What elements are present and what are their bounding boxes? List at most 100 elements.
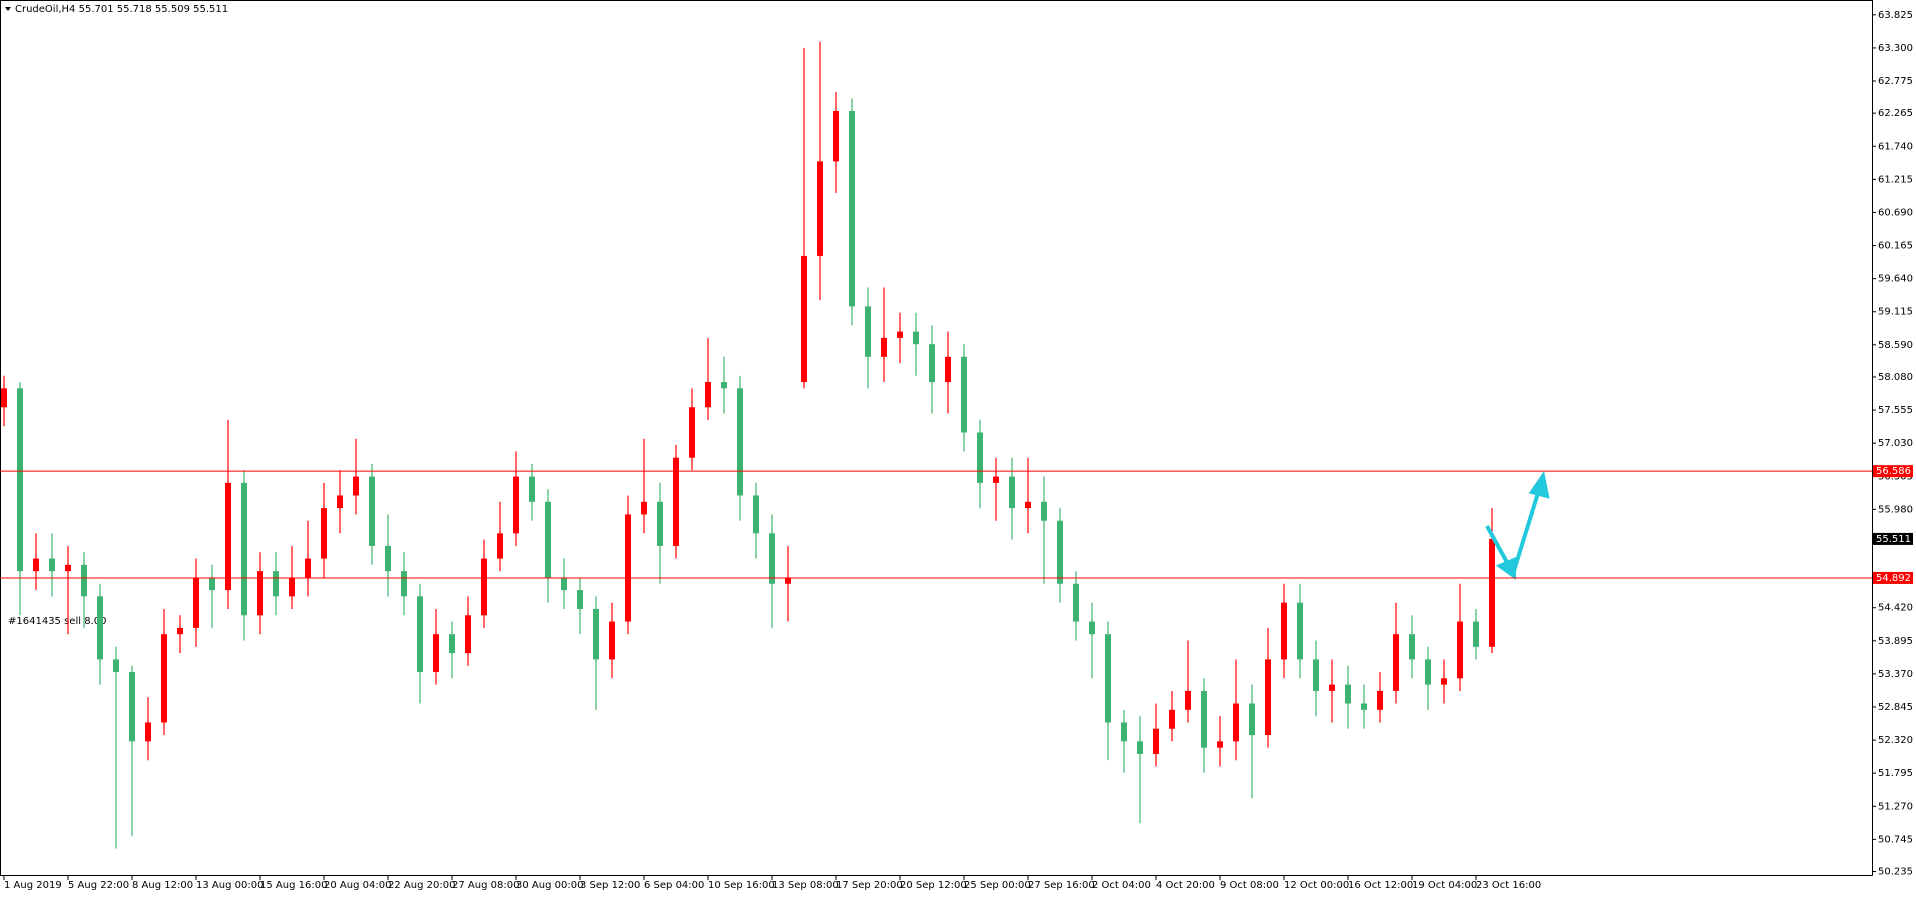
candle-body — [1009, 476, 1015, 509]
candle-body — [1377, 690, 1383, 710]
y-tick-label: 54.420 — [1878, 603, 1913, 614]
candle-body — [1441, 678, 1447, 685]
candle-body — [337, 495, 343, 509]
candle-body — [1105, 634, 1111, 723]
candle-body — [81, 564, 87, 597]
x-tick-label: 27 Sep 16:00 — [1028, 880, 1095, 891]
candle-body — [1393, 634, 1399, 691]
candle-body — [657, 501, 663, 546]
arrow-segment — [1511, 492, 1540, 575]
candle-body — [561, 577, 567, 591]
y-tick-label: 59.115 — [1878, 307, 1913, 318]
candle-body — [1329, 684, 1335, 691]
y-tick-label: 51.795 — [1878, 768, 1913, 779]
candle-body — [145, 722, 151, 742]
y-tick-label: 61.215 — [1878, 174, 1913, 185]
candle-body — [1313, 659, 1319, 691]
candle-body — [593, 608, 599, 660]
x-tick-label: 5 Aug 22:00 — [68, 880, 129, 891]
candle-body — [1297, 602, 1303, 660]
level-label: 56.586 — [1876, 466, 1911, 477]
candle-body — [1153, 728, 1159, 754]
candle-body — [97, 596, 103, 660]
y-tick-label: 62.265 — [1878, 108, 1913, 119]
candle-body — [1281, 602, 1287, 660]
x-tick-label: 9 Oct 08:00 — [1220, 880, 1279, 891]
level-label-bg — [1873, 465, 1913, 478]
level-label-bg — [1873, 571, 1913, 584]
candle-body — [385, 545, 391, 572]
collapse-icon[interactable] — [5, 7, 11, 11]
x-tick-label: 13 Sep 08:00 — [772, 880, 839, 891]
y-tick-label: 60.165 — [1878, 241, 1913, 252]
x-tick-label: 20 Aug 04:00 — [324, 880, 391, 891]
candle-body — [913, 331, 919, 345]
chart-header: CrudeOil,H4 55.701 55.718 55.509 55.511 — [15, 4, 228, 15]
y-tick-label: 50.235 — [1878, 867, 1913, 878]
candle-body — [1041, 501, 1047, 521]
candle-body — [801, 255, 807, 383]
x-tick-label: 3 Sep 12:00 — [580, 880, 640, 891]
candle-body — [769, 533, 775, 584]
candle-body — [1121, 722, 1127, 742]
candle-body — [241, 482, 247, 616]
y-tick-label: 50.745 — [1878, 834, 1913, 845]
plot — [1, 41, 1495, 849]
candle-body — [161, 634, 167, 723]
candle-body — [673, 457, 679, 546]
candle-body — [1025, 501, 1031, 509]
candle-body — [273, 571, 279, 597]
y-tick-label: 52.320 — [1878, 735, 1913, 746]
candle-body — [401, 571, 407, 597]
x-tick-label: 25 Sep 00:00 — [964, 880, 1031, 891]
candle-body — [609, 621, 615, 660]
candle-body — [753, 495, 759, 534]
candle-body — [1233, 703, 1239, 742]
x-tick-label: 12 Oct 00:00 — [1284, 880, 1349, 891]
y-tick-label: 57.030 — [1878, 438, 1913, 449]
last-price-bg — [1873, 532, 1913, 545]
candle-body — [545, 501, 551, 578]
candle-body — [1425, 659, 1431, 685]
y-tick-label: 53.370 — [1878, 669, 1913, 680]
candle-body — [625, 514, 631, 622]
candle-body — [833, 110, 839, 162]
candle-body — [849, 110, 855, 307]
candle-body — [1073, 583, 1079, 622]
candle-body — [49, 558, 55, 572]
candle-body — [1409, 634, 1415, 660]
candle-body — [1201, 690, 1207, 748]
candle-body — [113, 659, 119, 673]
candle-body — [881, 337, 887, 357]
candle-body — [577, 590, 583, 609]
candle-body — [17, 388, 23, 572]
y-tick-label: 61.740 — [1878, 141, 1913, 152]
y-tick-label: 53.895 — [1878, 636, 1913, 647]
candle-body — [193, 577, 199, 628]
candle-body — [129, 672, 135, 742]
arrow-drawing — [1485, 470, 1550, 580]
y-tick-label: 51.270 — [1878, 801, 1913, 812]
y-tick-label: 57.555 — [1878, 405, 1913, 416]
y-tick-label: 63.825 — [1878, 10, 1913, 21]
y-tick-label: 52.845 — [1878, 702, 1913, 713]
x-tick-label: 16 Oct 12:00 — [1348, 880, 1413, 891]
x-tick-label: 4 Oct 20:00 — [1156, 880, 1215, 891]
last-price-label: 55.511 — [1876, 534, 1911, 545]
candle-body — [225, 482, 231, 591]
x-tick-label: 6 Sep 04:00 — [644, 880, 704, 891]
candle-body — [817, 161, 823, 256]
candle-body — [945, 356, 951, 383]
x-tick-label: 10 Sep 16:00 — [708, 880, 775, 891]
candle-body — [433, 634, 439, 673]
x-tick-label: 19 Oct 04:00 — [1412, 880, 1477, 891]
candle-body — [305, 558, 311, 578]
candle-body — [1089, 621, 1095, 635]
arrow-segment — [1485, 525, 1511, 567]
x-tick-label: 1 Aug 2019 — [4, 880, 62, 891]
candle-body — [1345, 684, 1351, 704]
candle-body — [1169, 709, 1175, 729]
candle-body — [689, 407, 695, 458]
